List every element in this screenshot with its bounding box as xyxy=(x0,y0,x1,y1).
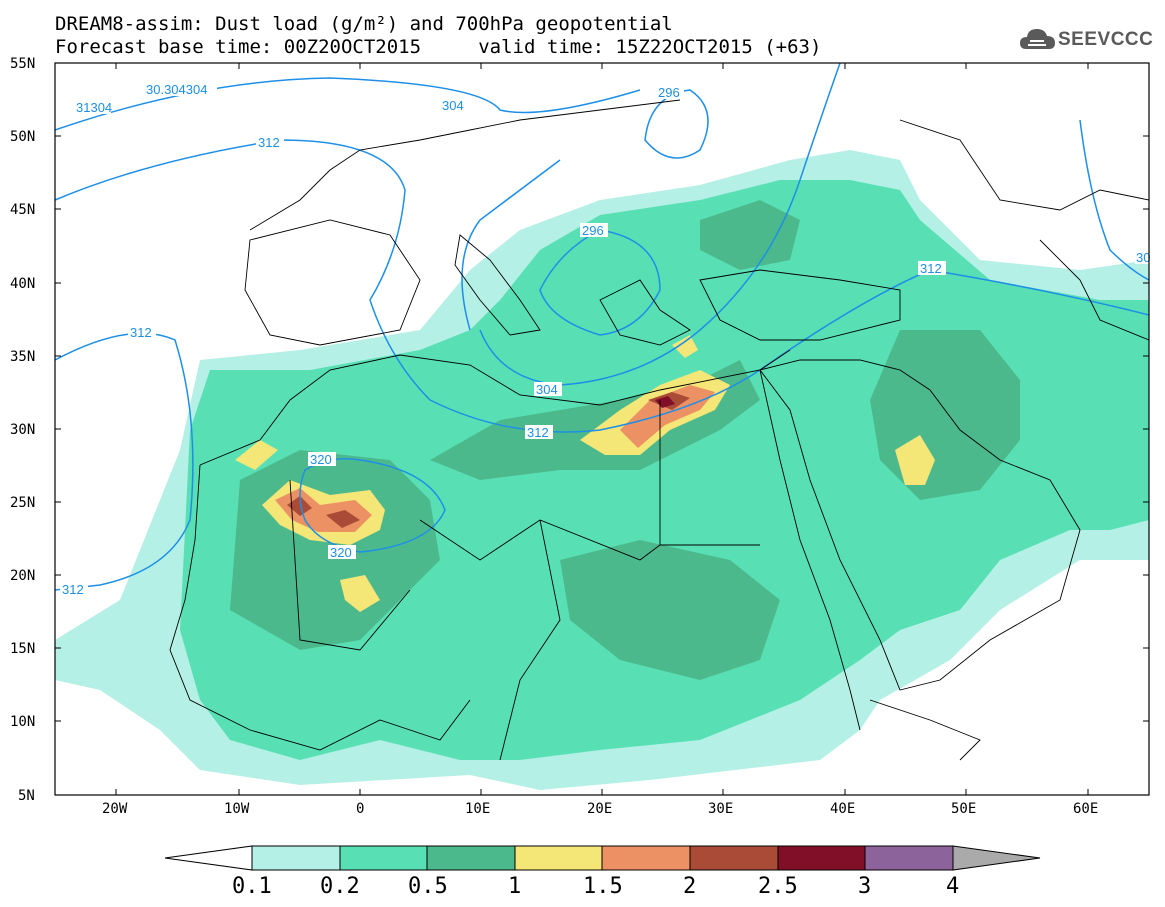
iberia-outline xyxy=(244,219,421,346)
colorbar-label: 4 xyxy=(946,874,959,899)
contour-label: 312 xyxy=(258,135,280,150)
contour-label: 296 xyxy=(582,223,604,238)
contour-296-adriatic xyxy=(539,229,661,336)
lon-label: 0 xyxy=(356,801,364,817)
dust-1-region-morocco xyxy=(235,440,278,470)
contour-label: 304 xyxy=(442,98,464,113)
contour-label: 312 xyxy=(920,261,942,276)
contour-label: 31304 xyxy=(76,100,112,115)
coastline-europe xyxy=(249,99,681,231)
colorbar-segment xyxy=(339,845,428,871)
coastline-west-africa xyxy=(169,464,471,751)
niger-chad-border xyxy=(499,519,561,761)
lon-label: 20W xyxy=(102,801,128,817)
contour-label: 312 xyxy=(62,582,84,597)
lat-label: 20N xyxy=(10,568,35,584)
lon-label: 30E xyxy=(708,801,733,817)
colorbar-segment xyxy=(864,845,954,871)
contour-label-group: 31304 30.304304 304 296 296 312 312 312 … xyxy=(60,82,1150,597)
horn-of-africa xyxy=(869,699,981,761)
country-borders xyxy=(169,99,1149,761)
iran-border xyxy=(1039,239,1149,341)
colorbar-segment xyxy=(689,845,779,871)
turkey-outline xyxy=(699,269,901,341)
latitude-axis xyxy=(55,62,1149,722)
dust-0.5-region-balkans xyxy=(700,200,800,270)
lat-label: 45N xyxy=(10,202,35,218)
colorbar-label: 0.2 xyxy=(320,874,360,899)
colorbar-label: 1.5 xyxy=(583,874,623,899)
contour-label: 320 xyxy=(310,452,332,467)
contour-label: 296 xyxy=(658,85,680,100)
lat-label: 35N xyxy=(10,349,35,365)
lat-label: 50N xyxy=(10,129,35,145)
lat-label: 30N xyxy=(10,422,35,438)
longitude-labels: 20W 10W 0 10E 20E 30E 40E 50E 60E xyxy=(102,801,1098,817)
lon-label: 60E xyxy=(1073,801,1098,817)
coastline-north-africa xyxy=(199,349,791,466)
colorbar-over-triangle xyxy=(952,845,1041,871)
lat-label: 10N xyxy=(10,714,35,730)
colorbar-label: 3 xyxy=(858,874,871,899)
lat-label: 55N xyxy=(10,56,35,72)
greece-outline xyxy=(599,279,691,346)
contour-312-atlantic xyxy=(55,332,194,591)
dust-field xyxy=(55,150,1149,790)
lon-label: 10E xyxy=(465,801,490,817)
colorbar-label: 0.1 xyxy=(232,874,272,899)
colorbar-label: 2.5 xyxy=(758,874,798,899)
dust-1.5-region-libya xyxy=(620,385,715,448)
arabia-outline xyxy=(759,359,1081,691)
lon-label: 10W xyxy=(224,801,250,817)
colorbar-under-triangle xyxy=(164,845,253,871)
colorbar-label: 1 xyxy=(508,874,521,899)
latitude-labels: 55N 50N 45N 40N 35N 30N 25N 20N 15N 10N … xyxy=(10,56,35,804)
contour-label: 312 xyxy=(527,425,549,440)
dust-2-region-west xyxy=(287,496,312,516)
colorbar: 0.1 0.2 0.5 1 1.5 2 2.5 3 4 xyxy=(164,845,1041,899)
logo-text: SEEVCCC xyxy=(1058,29,1154,50)
lat-label: 15N xyxy=(10,641,35,657)
colorbar-segment xyxy=(426,845,516,871)
contour-label: 30 xyxy=(1136,250,1150,265)
contour-296-poland xyxy=(644,89,709,159)
sahel-borders xyxy=(419,519,760,561)
lat-label: 25N xyxy=(10,495,35,511)
dust-1-region-mali xyxy=(340,575,380,612)
dust-2-region-algeria xyxy=(326,510,360,528)
lon-label: 50E xyxy=(951,801,976,817)
contour-312-main xyxy=(55,139,1149,433)
colorbar-segment xyxy=(514,845,603,871)
coastline-caspian-north xyxy=(899,119,1149,211)
colorbar-segment xyxy=(777,845,866,871)
mali-border xyxy=(289,479,411,651)
contour-304-med xyxy=(461,63,841,386)
colorbar-label: 2 xyxy=(683,874,696,899)
lon-label: 20E xyxy=(587,801,612,817)
red-sea-west xyxy=(759,369,861,731)
colorbar-segment xyxy=(601,845,691,871)
cloud-icon xyxy=(1020,29,1055,49)
contour-320-sahara xyxy=(299,458,446,553)
italy-outline xyxy=(454,234,541,336)
dust-0.2-region xyxy=(180,180,1149,760)
lon-label: 40E xyxy=(830,801,855,817)
contour-30x-east xyxy=(1079,119,1149,281)
contour-label: 30.304304 xyxy=(146,82,207,97)
colorbar-segment xyxy=(251,845,341,871)
contour-label: 320 xyxy=(330,545,352,560)
lat-label: 40N xyxy=(10,276,35,292)
contour-label: 312 xyxy=(130,325,152,340)
dust-1-region-iraq xyxy=(895,435,935,485)
longitude-axis xyxy=(115,63,1089,795)
dust-0.5-region-chad xyxy=(560,540,780,680)
lat-label: 5N xyxy=(18,788,35,804)
map-subtitle: Forecast base time: 00Z20OCT2015 valid t… xyxy=(55,36,822,58)
map-title: DREAM8-assim: Dust load (g/m²) and 700hP… xyxy=(55,13,673,35)
dust-1-region-crete xyxy=(672,335,698,358)
seevccc-logo: SEEVCCC xyxy=(1018,23,1153,57)
contour-label: 304 xyxy=(536,382,558,397)
colorbar-label: 0.5 xyxy=(408,874,448,899)
